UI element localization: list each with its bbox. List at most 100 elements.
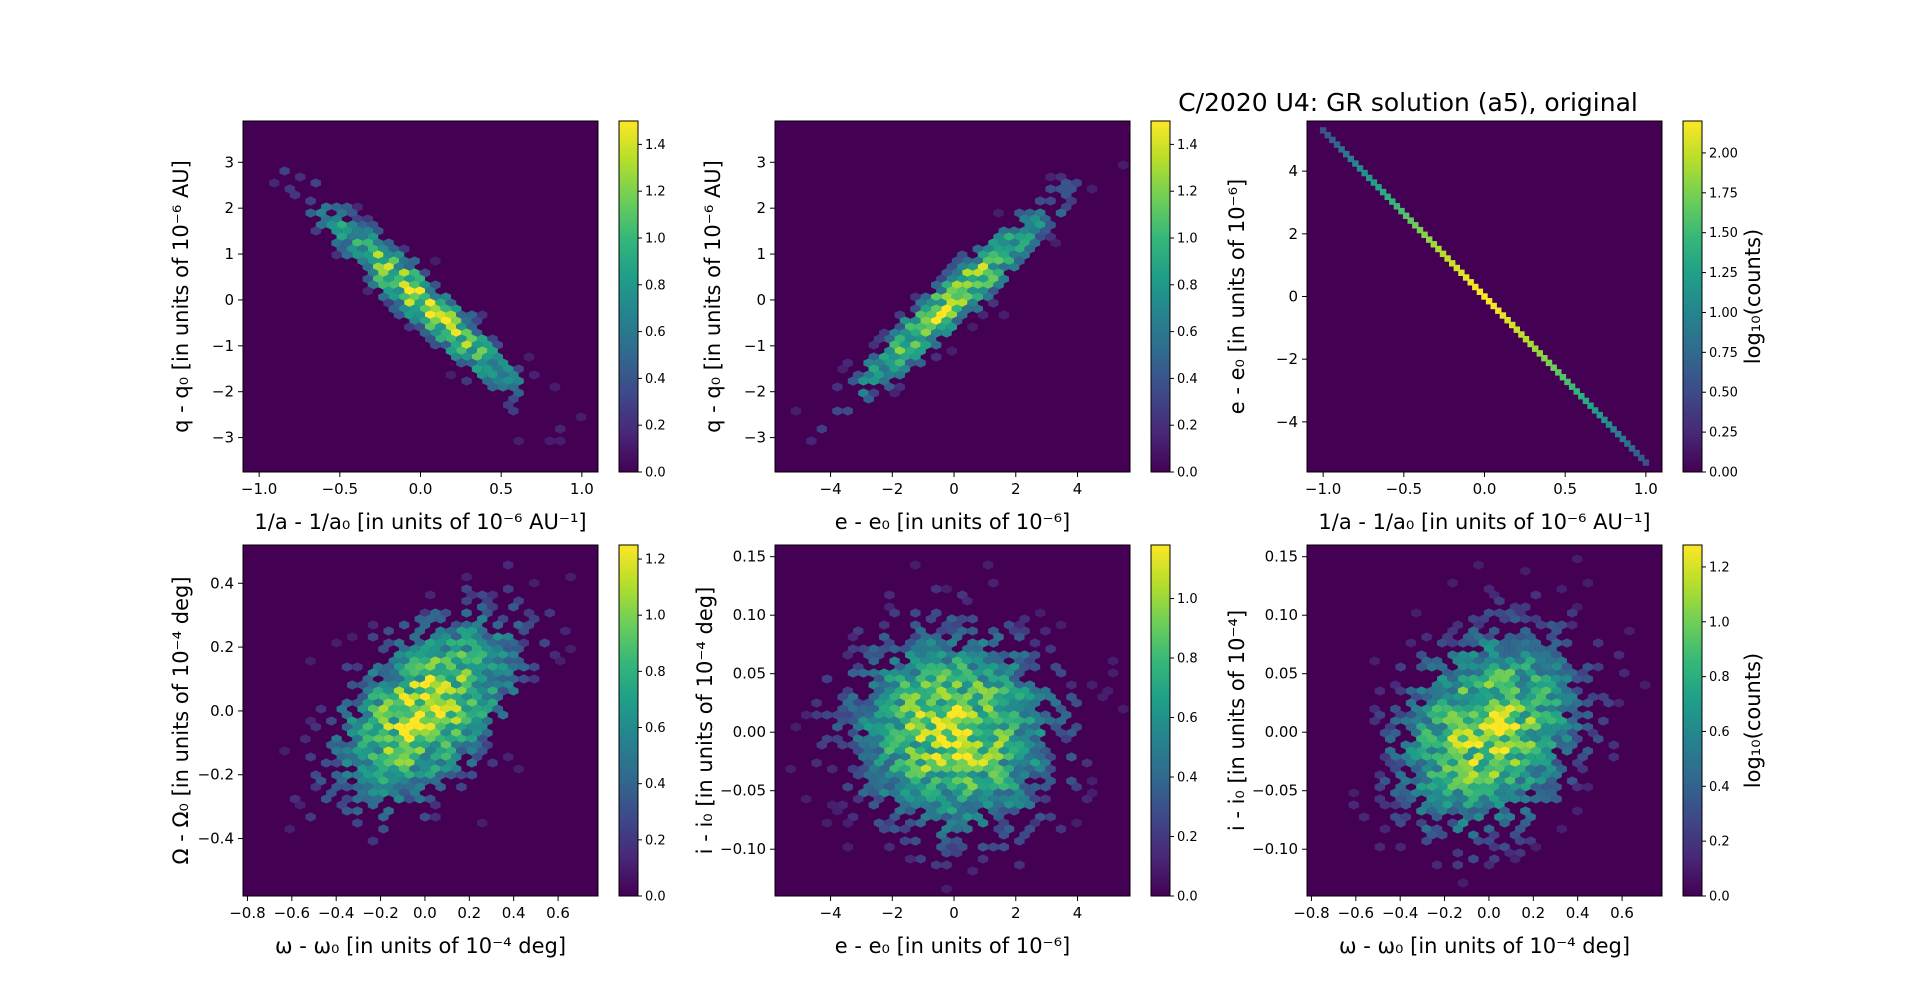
hexbin-cell	[910, 632, 921, 642]
hexbin-cell	[518, 626, 529, 636]
hexbin-cell	[477, 818, 488, 828]
hexbin-cell	[988, 686, 999, 696]
hexbin-cell	[899, 692, 911, 702]
hexbin-cell	[1416, 746, 1427, 756]
hexbin-cell	[513, 388, 524, 398]
hexbin-cell	[383, 782, 394, 792]
hexbin-cell	[1416, 782, 1427, 792]
hexbin-cell	[1411, 728, 1422, 738]
hexbin-cell	[461, 740, 472, 750]
hexbin-cell	[1081, 794, 1093, 804]
hexbin-cell	[399, 644, 410, 654]
x-axis-label: ω - ω₀ [in units of 10⁻⁴ deg]	[275, 934, 566, 958]
hexbin-cell	[409, 752, 420, 762]
hexbin-cell	[419, 692, 431, 702]
hexbin-cell	[425, 722, 436, 732]
hexbin-cell	[1551, 758, 1562, 768]
hexbin-cell	[373, 686, 384, 696]
hexbin-cell	[879, 752, 890, 762]
hexbin-cell	[1520, 806, 1531, 816]
hexbin-cell	[388, 764, 399, 774]
hexbin-cell	[972, 716, 983, 726]
hexbin-cell	[529, 578, 540, 588]
y-tick-label: −0.4	[198, 830, 234, 848]
hexbin-cell	[461, 620, 472, 630]
hexbin-cell	[1535, 764, 1547, 774]
hexbin-cell	[435, 334, 446, 344]
hexbin-cell	[341, 202, 353, 212]
hexbin-cell	[962, 304, 973, 314]
hexbin-cell	[466, 686, 477, 696]
hexbin-cell	[1431, 740, 1443, 750]
hexbin-cell	[1520, 698, 1531, 708]
hexbin-cell	[1452, 848, 1463, 858]
hexbin-cell	[482, 352, 493, 362]
hexbin-cell	[899, 776, 911, 786]
hexbin-cell	[1009, 250, 1020, 260]
hexbin-cell	[977, 698, 989, 708]
hexbin-cell	[1395, 686, 1406, 696]
hexbin-cell	[967, 286, 978, 296]
hexbin-cell	[477, 722, 488, 732]
hexbin-cell	[910, 752, 921, 762]
hexbin-cell	[1003, 752, 1015, 762]
hexbin-cell	[957, 662, 968, 672]
hexbin-cell	[367, 776, 379, 786]
hexbin-cell	[1437, 686, 1448, 696]
hexbin-cell	[1055, 824, 1067, 834]
hexbin-cell	[1452, 656, 1463, 666]
hexbin-cell	[946, 274, 957, 284]
hexbin-cell	[1393, 203, 1401, 210]
hexbin-cell	[497, 650, 509, 660]
hexbin-cell	[967, 806, 978, 816]
hexbin-cell	[409, 668, 420, 678]
hexbin-cell	[972, 788, 983, 798]
hexbin-cell	[362, 794, 373, 804]
hexbin-cell	[951, 716, 963, 726]
hexbin-cell	[331, 226, 342, 236]
hexbin-cell	[1499, 674, 1510, 684]
hexbin-cell	[915, 310, 926, 320]
hexbin-cell	[905, 662, 916, 672]
hexbin-cell	[456, 674, 467, 684]
hexbin-cell	[977, 662, 989, 672]
hexbin-cell	[341, 662, 353, 672]
hexbin-cell	[466, 722, 477, 732]
hexbin-cell	[482, 608, 493, 618]
hexbin-cell	[983, 776, 994, 786]
hexbin-cell	[1045, 812, 1056, 822]
hexbin-cell	[1535, 788, 1547, 798]
hexbin-cell	[1550, 364, 1557, 371]
colorbar-label: log₁₀(counts)	[1741, 229, 1765, 364]
hexbin-cell	[998, 238, 1009, 248]
hexbin-cell	[477, 638, 488, 648]
hexbin-cell	[1040, 226, 1051, 236]
hexbin-cell	[289, 190, 301, 200]
hexbin-cell	[1426, 698, 1437, 708]
hexbin-cell	[1535, 716, 1547, 726]
hexbin-cell	[383, 638, 394, 648]
x-tick-label: 0.0	[413, 904, 437, 922]
hexbin-cell	[1452, 704, 1463, 714]
hexbin-cell	[445, 686, 457, 696]
hexbin-cell	[388, 656, 399, 666]
hexbin-cell	[1530, 698, 1541, 708]
hexbin-cell	[1447, 638, 1458, 648]
hexbin-cell	[508, 370, 519, 380]
hexbin-cell	[983, 560, 994, 570]
hexbin-cell	[440, 764, 451, 774]
hexbin-cell	[503, 644, 514, 654]
hexbin-cell	[466, 674, 477, 684]
hexbin-cell	[425, 310, 436, 320]
hexbin-cell	[983, 752, 994, 762]
hexbin-cell	[383, 674, 394, 684]
hexbin-cell	[1582, 746, 1593, 756]
hexbin-cell	[1572, 734, 1583, 744]
hexbin-cell	[832, 806, 843, 816]
hexbin-cell	[863, 358, 874, 368]
hexbin-cell	[977, 818, 989, 828]
hexbin-cell	[1509, 722, 1521, 732]
hexbin-cell	[1019, 226, 1030, 236]
hexbin-cell	[1513, 326, 1520, 333]
hexbin-cell	[1613, 698, 1625, 708]
